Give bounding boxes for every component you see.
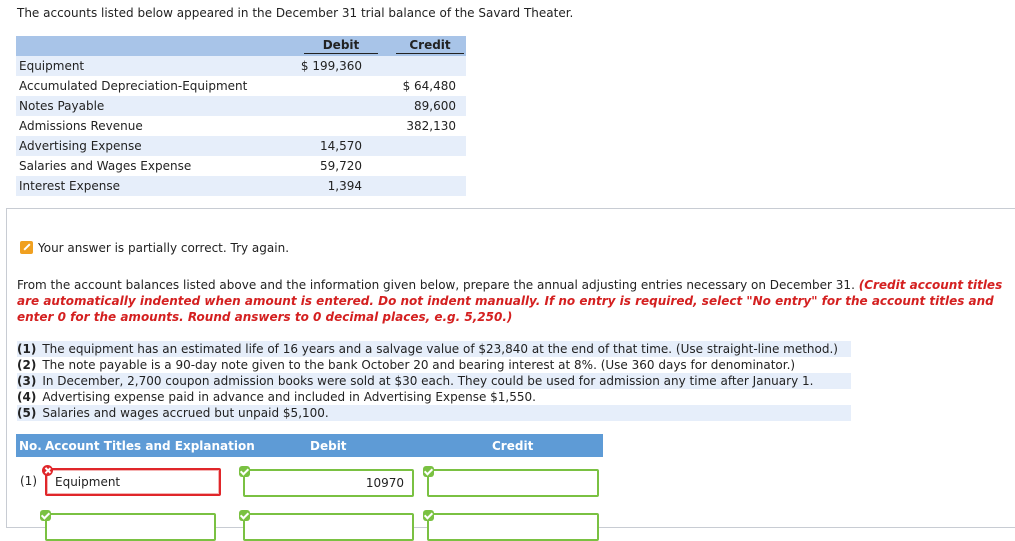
list-item: (4) Advertising expense paid in advance a… — [17, 389, 851, 405]
debit-value: 59,720 — [320, 159, 362, 173]
table-row: Advertising Expense 14,570 — [16, 136, 466, 156]
header-credit: Credit — [492, 439, 534, 453]
table-row: Admissions Revenue 382,130 — [16, 116, 466, 136]
table-row: Notes Payable 89,600 — [16, 96, 466, 116]
debit-column-header: Debit — [304, 38, 378, 54]
correct-check-icon — [423, 466, 434, 477]
pencil-icon — [20, 241, 33, 254]
table-row: Interest Expense 1,394 — [16, 176, 466, 196]
list-item: (2) The note payable is a 90-day note giv… — [17, 357, 851, 373]
item-text: The equipment has an estimated life of 1… — [42, 342, 838, 356]
entry-number: (1) — [20, 474, 37, 488]
debit-value: 1,394 — [327, 179, 362, 193]
correct-check-icon — [423, 510, 434, 521]
table-row: Accumulated Depreciation-Equipment $ 64,… — [16, 76, 466, 96]
item-text: Salaries and wages accrued but unpaid $5… — [42, 406, 329, 420]
account-name: Advertising Expense — [19, 139, 142, 153]
list-item: (5) Salaries and wages accrued but unpaid… — [17, 405, 851, 421]
table-row: Salaries and Wages Expense 59,720 — [16, 156, 466, 176]
account-title-field[interactable] — [45, 513, 216, 541]
header-debit: Debit — [310, 439, 347, 453]
trial-balance-table: Debit Credit Equipment $ 199,360 Accumul… — [16, 36, 466, 196]
account-title-field[interactable]: Equipment — [45, 468, 221, 496]
account-name: Notes Payable — [19, 99, 105, 113]
account-name: Interest Expense — [19, 179, 120, 193]
item-text: The note payable is a 90-day note given … — [42, 358, 796, 372]
debit-value: $ 199,360 — [300, 59, 362, 73]
account-name: Accumulated Depreciation-Equipment — [19, 79, 248, 93]
item-text: Advertising expense paid in advance and … — [42, 390, 536, 404]
status-text: Your answer is partially correct. Try ag… — [38, 241, 290, 255]
item-number: (2) — [17, 358, 37, 372]
instructions-emphasis: (Credit account titles are automatically… — [17, 278, 1003, 324]
credit-value: 89,600 — [414, 99, 456, 113]
correct-check-icon — [40, 510, 51, 521]
credit-amount-field[interactable] — [427, 513, 599, 541]
instructions-text: From the account balances listed above a… — [17, 278, 859, 292]
list-item: (1) The equipment has an estimated life o… — [17, 341, 851, 357]
account-name: Admissions Revenue — [19, 119, 143, 133]
adjustment-info-list: (1) The equipment has an estimated life o… — [17, 341, 851, 421]
credit-value: 382,130 — [406, 119, 456, 133]
correct-check-icon — [239, 510, 250, 521]
correct-check-icon — [239, 466, 250, 477]
answer-status: Your answer is partially correct. Try ag… — [20, 241, 289, 255]
item-number: (4) — [17, 390, 37, 404]
debit-amount-field[interactable] — [243, 513, 414, 541]
debit-value: 14,570 — [320, 139, 362, 153]
item-number: (1) — [17, 342, 37, 356]
debit-amount-field[interactable]: 10970 — [243, 469, 414, 497]
problem-intro: The accounts listed below appeared in th… — [17, 6, 574, 20]
error-x-icon — [42, 465, 53, 476]
header-no: No. — [19, 439, 42, 453]
account-name: Salaries and Wages Expense — [19, 159, 192, 173]
credit-column-header: Credit — [396, 38, 464, 54]
instructions: From the account balances listed above a… — [17, 277, 1007, 325]
item-text: In December, 2,700 coupon admission book… — [42, 374, 814, 388]
header-account-titles: Account Titles and Explanation — [45, 439, 255, 453]
trial-balance-header: Debit Credit — [16, 36, 466, 56]
list-item: (3) In December, 2,700 coupon admission b… — [17, 373, 851, 389]
journal-table-header: No. Account Titles and Explanation Debit… — [16, 434, 603, 457]
account-name: Equipment — [19, 59, 85, 73]
item-number: (3) — [17, 374, 37, 388]
credit-value: $ 64,480 — [402, 79, 456, 93]
item-number: (5) — [17, 406, 37, 420]
credit-amount-field[interactable] — [427, 469, 599, 497]
table-row: Equipment $ 199,360 — [16, 56, 466, 76]
